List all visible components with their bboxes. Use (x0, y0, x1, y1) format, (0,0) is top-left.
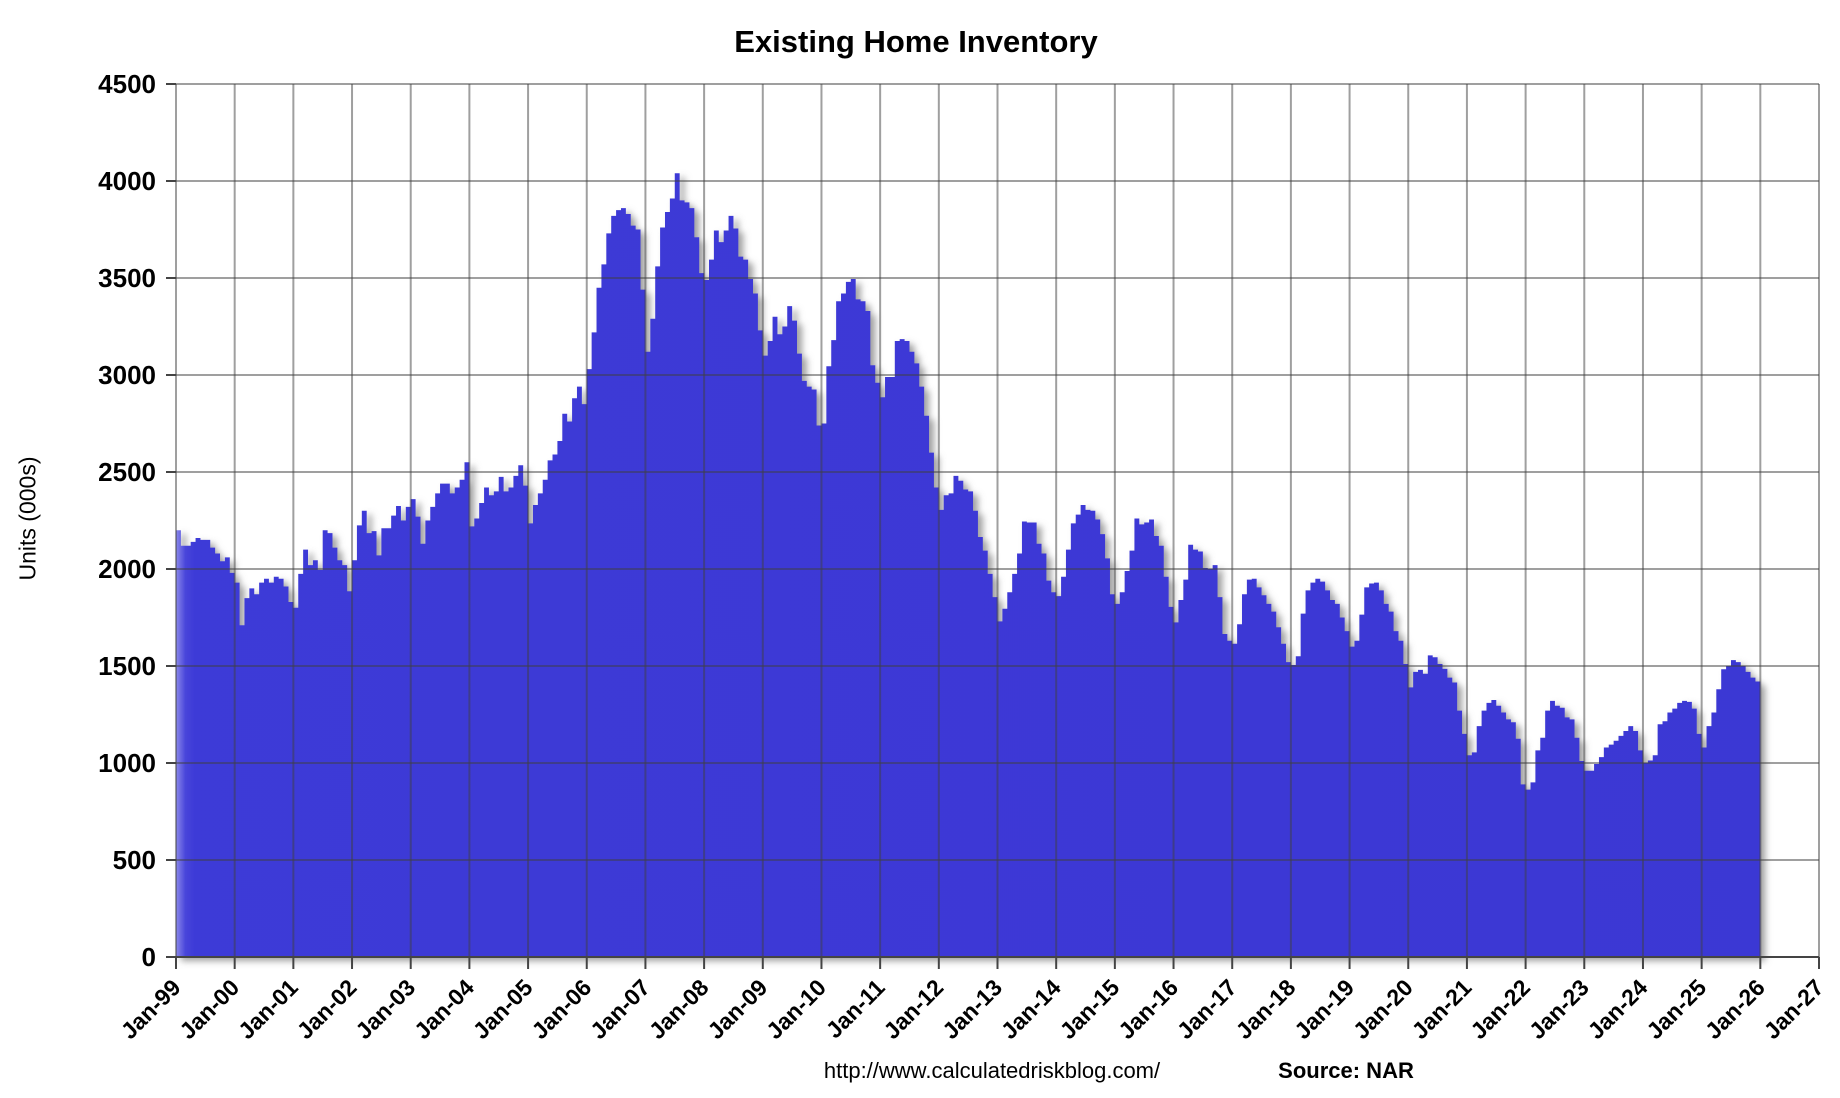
x-tick-label: Jan-15 (1054, 974, 1124, 1044)
footer-source: Source: NAR (1278, 1058, 1414, 1083)
x-tick-label: Jan-18 (1231, 974, 1301, 1044)
x-tick-label: Jan-14 (996, 974, 1066, 1044)
x-tick-label: Jan-25 (1641, 974, 1711, 1044)
x-tick-label: Jan-00 (174, 974, 244, 1044)
x-tick-label: Jan-19 (1289, 974, 1359, 1044)
y-tick-label: 3500 (98, 263, 156, 293)
x-tick-label: Jan-10 (761, 974, 831, 1044)
x-tick-label: Jan-21 (1407, 974, 1477, 1044)
x-tick-label: Jan-11 (821, 974, 890, 1043)
x-tick-label: Jan-03 (350, 974, 420, 1044)
x-tick-label: Jan-04 (409, 974, 479, 1044)
x-tick-label: Jan-02 (292, 974, 362, 1044)
x-tick-label: Jan-09 (702, 974, 772, 1044)
x-tick-label: Jan-17 (1172, 974, 1242, 1044)
x-tick-label: Jan-16 (1113, 974, 1183, 1044)
x-tick-label: Jan-06 (526, 974, 596, 1044)
y-tick-label: 3000 (98, 360, 156, 390)
x-tick-label: Jan-26 (1700, 974, 1770, 1044)
x-tick-label: Jan-99 (116, 974, 186, 1044)
x-tick-label: Jan-12 (878, 974, 948, 1044)
y-tick-label: 2500 (98, 457, 156, 487)
x-tick-label: Jan-27 (1759, 974, 1829, 1044)
y-tick-label: 1000 (98, 748, 156, 778)
y-tick-label: 1500 (98, 651, 156, 681)
chart-title: Existing Home Inventory (734, 24, 1098, 59)
x-tick-label: Jan-23 (1524, 974, 1594, 1044)
x-tick-label: Jan-13 (937, 974, 1007, 1044)
x-tick-label: Jan-24 (1583, 974, 1653, 1044)
y-tick-label: 4500 (98, 69, 156, 99)
x-tick-label: Jan-22 (1465, 974, 1535, 1044)
x-tick-label: Jan-01 (233, 974, 303, 1044)
y-tick-label: 500 (113, 845, 156, 875)
x-tick-label: Jan-08 (644, 974, 714, 1044)
x-tick-label: Jan-20 (1348, 974, 1418, 1044)
footer-url: http://www.calculatedriskblog.com/ (823, 1058, 1161, 1083)
inventory-area (176, 173, 1761, 958)
x-tick-label: Jan-05 (468, 974, 538, 1044)
y-tick-label: 2000 (98, 554, 156, 584)
y-tick-label: 0 (142, 942, 156, 972)
x-tick-label: Jan-07 (585, 974, 655, 1044)
y-tick-label: 4000 (98, 166, 156, 196)
